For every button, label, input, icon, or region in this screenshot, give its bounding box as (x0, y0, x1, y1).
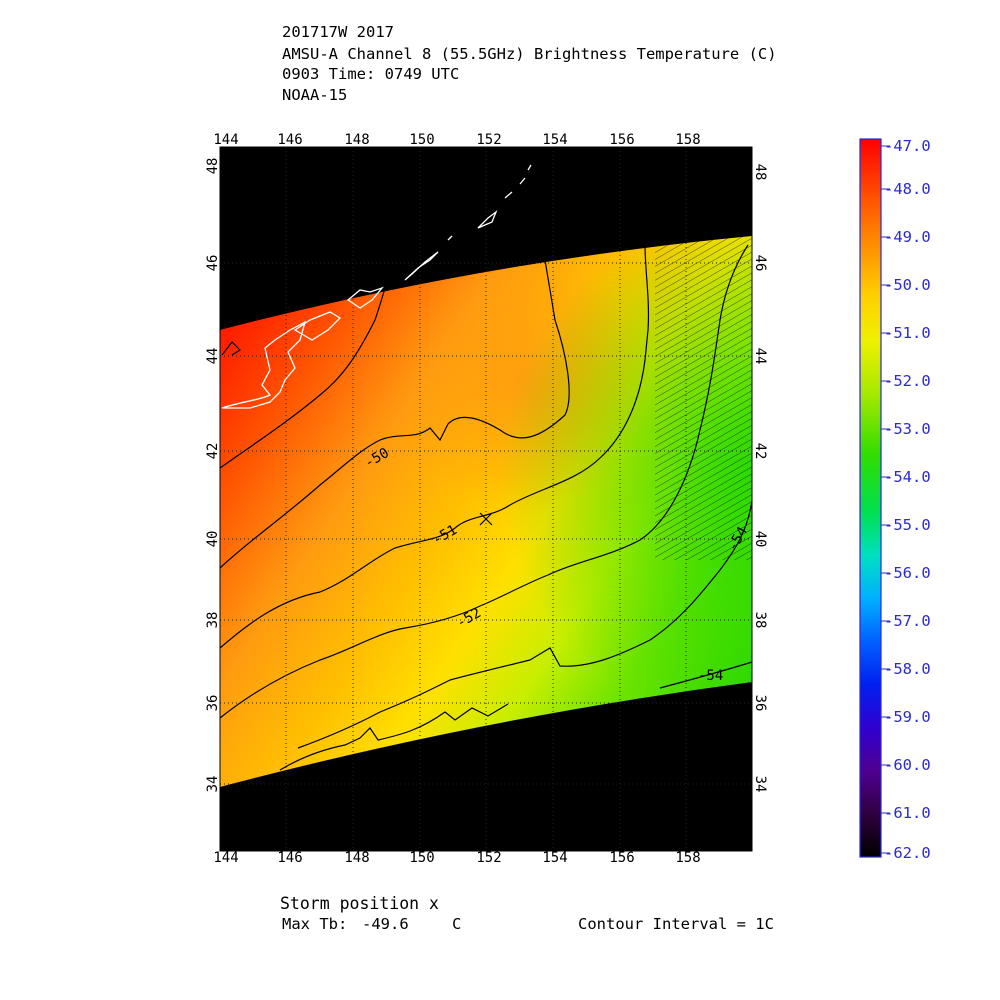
colorbar-label-9: -56.0 (884, 564, 931, 582)
colorbar-label-3: -50.0 (884, 276, 931, 294)
colorbar-label-13: -60.0 (884, 756, 931, 774)
lon-tick-bottom-158: 158 (675, 850, 700, 866)
lon-tick-bottom-148: 148 (344, 850, 369, 866)
colorbar-label-0: -47.0 (884, 137, 931, 155)
lat-ticks-left: 34 36 38 40 42 44 46 48 (205, 158, 221, 793)
colorbar-label-15: -62.0 (884, 844, 931, 862)
lon-tick-top-146: 146 (277, 132, 302, 148)
contour-label-4: -54 (698, 668, 723, 684)
lon-ticks-top: 144 146 148 150 152 154 156 158 (213, 132, 700, 148)
coastline (221, 164, 532, 409)
colorbar-label-11: -58.0 (884, 660, 931, 678)
hatched-region (655, 236, 752, 560)
grid-lines (220, 147, 752, 851)
lat-tick-right-44: 44 (752, 348, 768, 365)
title-line-3: 0903 Time: 0749 UTC (282, 65, 460, 83)
lat-tick-left-42: 42 (205, 443, 221, 460)
lon-tick-bottom-146: 146 (277, 850, 302, 866)
lon-tick-top-156: 156 (609, 132, 634, 148)
lon-tick-top-148: 148 (344, 132, 369, 148)
lat-tick-right-38: 38 (752, 612, 768, 629)
lat-ticks-right: 34 36 38 40 42 44 46 48 (752, 164, 768, 793)
colorbar-labels: -47.0 -48.0 -49.0 -50.0 -51.0 -52.0 -53.… (884, 137, 931, 862)
lat-tick-left-38: 38 (205, 612, 221, 629)
lon-tick-bottom-144: 144 (213, 850, 238, 866)
max-tb-unit: C (452, 915, 462, 933)
title-line-1: 201717W 2017 (282, 23, 394, 41)
lat-tick-right-36: 36 (752, 695, 768, 712)
lat-tick-left-36: 36 (205, 695, 221, 712)
colorbar-label-12: -59.0 (884, 708, 931, 726)
max-tb-label: Max Tb: (282, 915, 348, 933)
contour-interval: Contour Interval = 1C (578, 915, 774, 933)
colorbar-label-6: -53.0 (884, 420, 931, 438)
lon-tick-bottom-152: 152 (476, 850, 501, 866)
lat-tick-left-48: 48 (205, 158, 221, 175)
colorbar-label-4: -51.0 (884, 324, 931, 342)
lat-tick-right-40: 40 (752, 531, 768, 548)
contour-labels: -50 -51 -52 -54 -54 (362, 445, 751, 684)
storm-position-marker (479, 512, 493, 526)
colorbar-label-10: -57.0 (884, 612, 931, 630)
colorbar-label-5: -52.0 (884, 372, 931, 390)
colorbar-label-14: -61.0 (884, 804, 931, 822)
colorbar-label-1: -48.0 (884, 180, 931, 198)
lon-tick-bottom-150: 150 (409, 850, 434, 866)
lon-tick-bottom-156: 156 (609, 850, 634, 866)
title-line-2: AMSU-A Channel 8 (55.5GHz) Brightness Te… (282, 45, 777, 63)
lat-tick-left-46: 46 (205, 255, 221, 272)
max-tb-value: -49.6 (362, 915, 409, 933)
lat-tick-right-48: 48 (752, 164, 768, 181)
lon-ticks-bottom: 144 146 148 150 152 154 156 158 (213, 850, 700, 866)
colorbar-label-7: -54.0 (884, 468, 931, 486)
colorbar-label-2: -49.0 (884, 228, 931, 246)
lon-tick-bottom-154: 154 (542, 850, 567, 866)
colorbar-label-8: -55.0 (884, 516, 931, 534)
lon-tick-top-152: 152 (476, 132, 501, 148)
lat-tick-right-42: 42 (752, 443, 768, 460)
lat-tick-right-34: 34 (752, 776, 768, 793)
lon-tick-top-144: 144 (213, 132, 238, 148)
lat-tick-left-44: 44 (205, 348, 221, 365)
lat-tick-right-46: 46 (752, 255, 768, 272)
storm-position-caption: Storm position x (280, 894, 439, 913)
colorbar (859, 138, 882, 858)
lon-tick-top-150: 150 (409, 132, 434, 148)
lon-tick-top-154: 154 (542, 132, 567, 148)
map-frame (219, 146, 753, 852)
title-line-4: NOAA-15 (282, 86, 348, 104)
lon-tick-top-158: 158 (675, 132, 700, 148)
lat-tick-left-34: 34 (205, 776, 221, 793)
colorbar-ticks (881, 145, 890, 854)
lat-tick-left-40: 40 (205, 531, 221, 548)
